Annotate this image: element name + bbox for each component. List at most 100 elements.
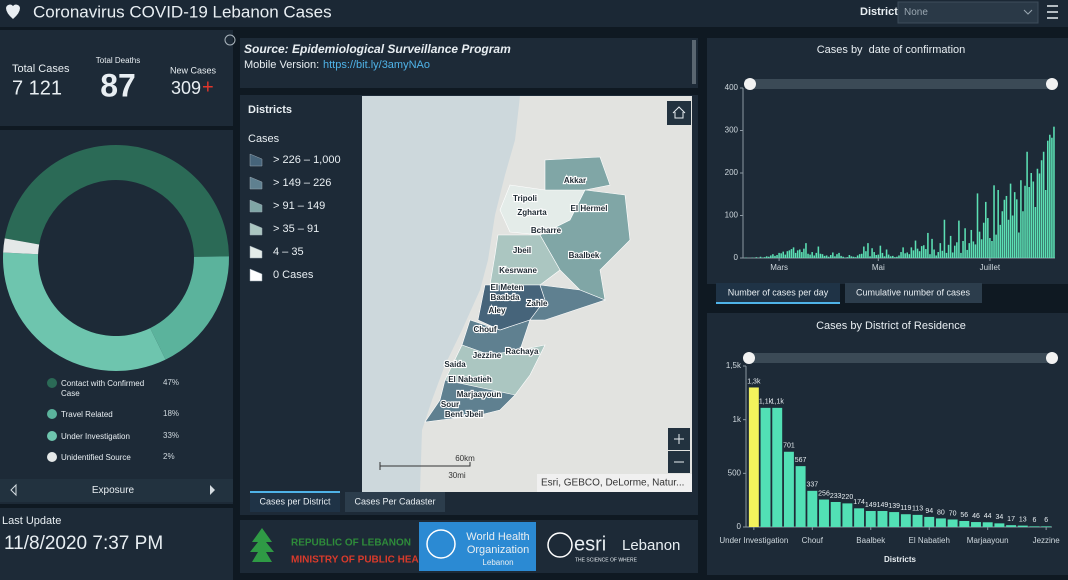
bar bbox=[902, 247, 904, 258]
bar bbox=[949, 235, 952, 258]
total-deaths-value: 87 bbox=[100, 67, 136, 103]
bar bbox=[906, 252, 909, 258]
bar bbox=[997, 190, 999, 258]
legend-swatch bbox=[249, 176, 263, 190]
district-label: Saida bbox=[444, 360, 466, 369]
value-label: 44 bbox=[984, 513, 992, 520]
bar bbox=[980, 239, 983, 258]
tab[interactable] bbox=[345, 492, 445, 512]
home-button[interactable] bbox=[667, 101, 691, 125]
home-box[interactable] bbox=[667, 101, 691, 125]
slider-handle[interactable] bbox=[1046, 352, 1058, 364]
bar bbox=[1028, 187, 1030, 258]
bar bbox=[898, 255, 900, 258]
tab-active[interactable] bbox=[716, 283, 840, 303]
home-icon[interactable] bbox=[672, 106, 686, 119]
district-select[interactable]: None bbox=[897, 1, 1039, 24]
district-label: Jezzine bbox=[473, 351, 502, 360]
who-line3: Lebanon bbox=[482, 558, 513, 567]
bar bbox=[819, 253, 822, 258]
slider-handle[interactable] bbox=[744, 78, 756, 90]
bar bbox=[982, 522, 993, 527]
bar bbox=[1026, 151, 1028, 258]
bar bbox=[960, 252, 962, 258]
bar bbox=[865, 511, 876, 527]
x-tick-label: Marjaayoun bbox=[967, 536, 1009, 545]
legend-label: > 35 – 91 bbox=[273, 223, 319, 235]
bar bbox=[842, 256, 844, 258]
value-label: 17 bbox=[1007, 516, 1015, 523]
bar bbox=[807, 490, 818, 527]
bar bbox=[937, 252, 940, 258]
bar bbox=[935, 518, 946, 527]
bar bbox=[974, 244, 977, 258]
bar bbox=[792, 247, 795, 258]
bar bbox=[817, 246, 820, 258]
bar bbox=[984, 201, 987, 258]
tab-active[interactable] bbox=[250, 492, 340, 512]
slider-handle[interactable] bbox=[743, 352, 755, 364]
bar bbox=[1038, 173, 1041, 258]
legend-label: 0 Cases bbox=[273, 269, 314, 281]
bar bbox=[883, 256, 886, 258]
select-chevron[interactable] bbox=[1023, 9, 1033, 15]
bar bbox=[1044, 190, 1047, 258]
bar bbox=[1040, 160, 1043, 258]
bar bbox=[877, 511, 888, 527]
bar bbox=[959, 520, 970, 527]
bar bbox=[788, 250, 791, 258]
prev-arrow[interactable] bbox=[10, 483, 17, 497]
bar bbox=[846, 257, 849, 258]
bar bbox=[776, 255, 778, 258]
bar bbox=[991, 241, 993, 258]
source-title: Source: Epidemiological Surveillance Pro… bbox=[244, 42, 511, 56]
x-tick-label: Baalbek bbox=[856, 536, 886, 545]
slider-handle[interactable] bbox=[1046, 78, 1058, 90]
donut-slice bbox=[4, 145, 229, 257]
bar bbox=[1015, 199, 1018, 258]
legend-label-box: Under Investigation bbox=[61, 432, 130, 441]
zoom-out[interactable] bbox=[668, 451, 690, 473]
legend-swatch bbox=[249, 199, 263, 213]
district-label: Bcharre bbox=[531, 226, 562, 235]
tab-label[interactable]: Cases per District bbox=[259, 496, 331, 506]
menu-button[interactable] bbox=[1047, 5, 1058, 19]
legend-label: > 226 – 1,000 bbox=[273, 154, 341, 166]
tab-label[interactable]: Cases Per Cadaster bbox=[354, 496, 435, 506]
bar bbox=[871, 248, 873, 258]
bar bbox=[885, 249, 888, 258]
daily-chart: 0 100 200 300 400 Mars Mai Juillet bbox=[725, 83, 1055, 272]
update-panel bbox=[0, 508, 233, 580]
zoom-in-icon[interactable] bbox=[674, 434, 684, 444]
bar bbox=[908, 254, 911, 258]
expand-icon[interactable] bbox=[224, 34, 236, 46]
stats-panel bbox=[0, 30, 233, 126]
zoom-in[interactable] bbox=[668, 428, 690, 450]
district-label: Marjaayoun bbox=[457, 390, 502, 399]
select-box[interactable] bbox=[897, 1, 1039, 24]
mobile-link[interactable]: https://bit.ly/3amyNAo bbox=[323, 59, 430, 71]
bar bbox=[1017, 525, 1028, 527]
value-label: 6 bbox=[1033, 517, 1037, 524]
expand-button[interactable] bbox=[224, 34, 236, 46]
next-arrow[interactable] bbox=[210, 485, 215, 495]
bar bbox=[854, 508, 865, 527]
donut-slice bbox=[3, 238, 40, 255]
tab-label[interactable]: Cumulative number of cases bbox=[856, 287, 971, 297]
select-value[interactable]: None bbox=[904, 7, 928, 18]
bar bbox=[850, 256, 853, 258]
bar bbox=[1022, 211, 1024, 258]
bar bbox=[889, 512, 900, 527]
bar bbox=[900, 252, 902, 258]
value-label: 256 bbox=[818, 490, 830, 497]
bar bbox=[947, 519, 958, 527]
who-emblem bbox=[426, 529, 456, 559]
tab-label[interactable]: Number of cases per day bbox=[728, 287, 829, 297]
bar bbox=[916, 248, 919, 258]
bar bbox=[922, 245, 925, 258]
x-tick-label: Under Investigation bbox=[719, 536, 788, 545]
bar bbox=[813, 255, 816, 258]
legend-swatch bbox=[249, 268, 263, 282]
tab[interactable] bbox=[845, 283, 982, 303]
legend-label: > 91 – 149 bbox=[273, 200, 325, 212]
